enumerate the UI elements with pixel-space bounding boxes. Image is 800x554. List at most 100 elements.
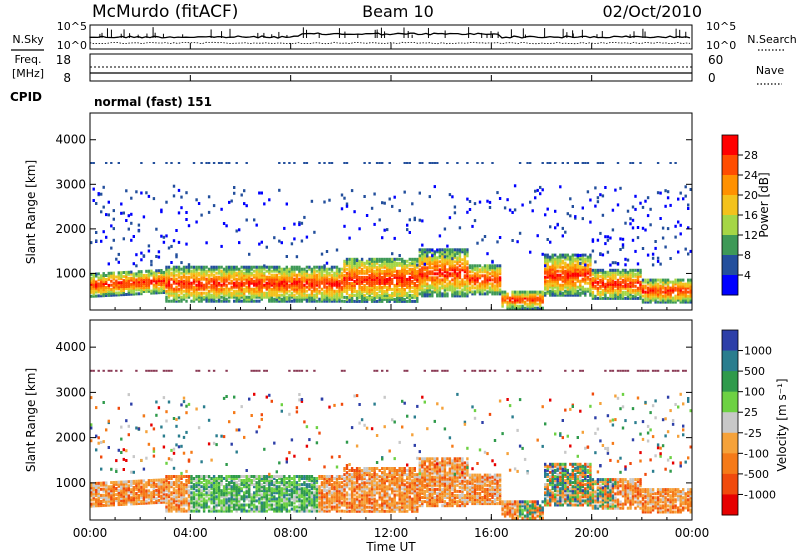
- range-gate-cell: [606, 274, 610, 278]
- range-gate-cell: [589, 267, 592, 271]
- range-gate-cell: [403, 281, 406, 285]
- range-gate-cell: [416, 293, 419, 297]
- range-gate-cell: [338, 267, 341, 271]
- range-gate-cell: [589, 279, 592, 283]
- range-gate-cell: [308, 281, 311, 285]
- range-gate-cell: [207, 195, 211, 199]
- range-gate-cell: [391, 271, 394, 275]
- range-gate-cell: [92, 292, 95, 296]
- range-gate-cell: [140, 282, 143, 286]
- range-gate-cell: [115, 287, 118, 291]
- range-gate-cell: [604, 282, 607, 286]
- range-gate-cell: [278, 277, 281, 281]
- range-gate-cell: [599, 278, 602, 282]
- range-gate-cell: [333, 289, 336, 293]
- range-gate-cell: [438, 280, 442, 284]
- range-gate-cell: [200, 299, 203, 303]
- range-gate-cell: [631, 280, 635, 284]
- range-gate-cell: [182, 497, 186, 501]
- range-gate-cell: [105, 286, 108, 289]
- range-gate-cell: [157, 484, 161, 488]
- range-gate-cell: [187, 402, 191, 406]
- range-gate-cell: [175, 483, 178, 487]
- range-gate-cell: [544, 279, 547, 283]
- range-gate-cell: [403, 190, 406, 194]
- range-gate-cell: [651, 252, 655, 256]
- range-gate-cell: [453, 250, 457, 254]
- range-gate-cell: [107, 419, 110, 423]
- range-gate-cell: [170, 509, 173, 513]
- range-gate-cell: [531, 294, 534, 298]
- range-gate-cell: [411, 279, 414, 283]
- range-gate-cell: [411, 271, 414, 275]
- range-gate-cell: [335, 295, 339, 299]
- range-gate-cell: [471, 280, 474, 284]
- range-gate-cell: [265, 291, 268, 295]
- range-gate-cell: [498, 268, 502, 272]
- range-gate-cell: [230, 475, 233, 478]
- range-gate-cell: [493, 286, 497, 290]
- range-gate-cell: [253, 265, 256, 269]
- range-gate-cell: [192, 477, 196, 480]
- range-gate-cell: [473, 274, 477, 278]
- range-gate-cell: [476, 280, 479, 284]
- range-gate-cell: [125, 496, 128, 500]
- range-gate-cell: [687, 226, 690, 230]
- range-gate-cell: [182, 275, 186, 279]
- range-gate-cell: [493, 268, 497, 272]
- range-gate-cell: [228, 273, 231, 277]
- range-gate-cell: [228, 420, 231, 424]
- range-gate-cell: [581, 289, 584, 293]
- range-gate-cell: [403, 259, 406, 263]
- range-gate-cell: [416, 273, 419, 277]
- range-gate-cell: [666, 292, 670, 296]
- range-gate-cell: [381, 271, 384, 275]
- range-gate-cell: [421, 262, 424, 266]
- range-gate-cell: [656, 284, 660, 288]
- range-gate-cell: [197, 497, 201, 501]
- range-gate-cell: [162, 492, 166, 496]
- range-gate-cell: [210, 493, 213, 497]
- range-gate-cell: [335, 267, 339, 271]
- range-gate-cell: [167, 501, 171, 505]
- range-gate-cell: [95, 282, 98, 286]
- range-gate-cell: [441, 264, 444, 268]
- range-gate-cell: [130, 496, 133, 500]
- range-gate-cell: [333, 291, 336, 295]
- range-gate-cell: [170, 271, 173, 275]
- range-gate-cell: [546, 263, 549, 267]
- range-gate-cell: [396, 285, 399, 289]
- range-gate-cell: [162, 278, 166, 282]
- range-gate-cell: [243, 273, 246, 277]
- range-gate-cell: [544, 257, 547, 261]
- range-gate-cell: [245, 495, 248, 499]
- range-gate-cell: [636, 286, 640, 290]
- range-gate-cell: [162, 291, 166, 294]
- nsearch-label: N.Search: [747, 33, 797, 46]
- range-gate-cell: [388, 281, 391, 285]
- range-gate-cell: [228, 162, 231, 164]
- range-gate-cell: [594, 270, 597, 274]
- range-gate-cell: [270, 291, 273, 295]
- range-gate-cell: [584, 293, 587, 297]
- range-gate-cell: [601, 280, 605, 284]
- range-gate-cell: [386, 297, 389, 301]
- range-gate-cell: [210, 495, 213, 499]
- range-gate-cell: [110, 369, 113, 372]
- range-gate-cell: [207, 418, 211, 422]
- range-gate-cell: [225, 267, 228, 271]
- range-gate-cell: [436, 284, 439, 288]
- range-gate-cell: [624, 221, 627, 225]
- range-gate-cell: [551, 293, 554, 297]
- range-gate-cell: [180, 477, 183, 480]
- range-gate-cell: [473, 268, 477, 272]
- range-gate-cell: [383, 285, 386, 289]
- range-gate-cell: [601, 278, 605, 282]
- range-gate-cell: [370, 275, 374, 279]
- range-gate-cell: [358, 287, 361, 291]
- range-gate-cell: [127, 282, 130, 286]
- range-gate-cell: [626, 209, 630, 213]
- range-gate-cell: [569, 255, 572, 259]
- range-gate-cell: [115, 468, 118, 472]
- range-gate-cell: [458, 254, 462, 258]
